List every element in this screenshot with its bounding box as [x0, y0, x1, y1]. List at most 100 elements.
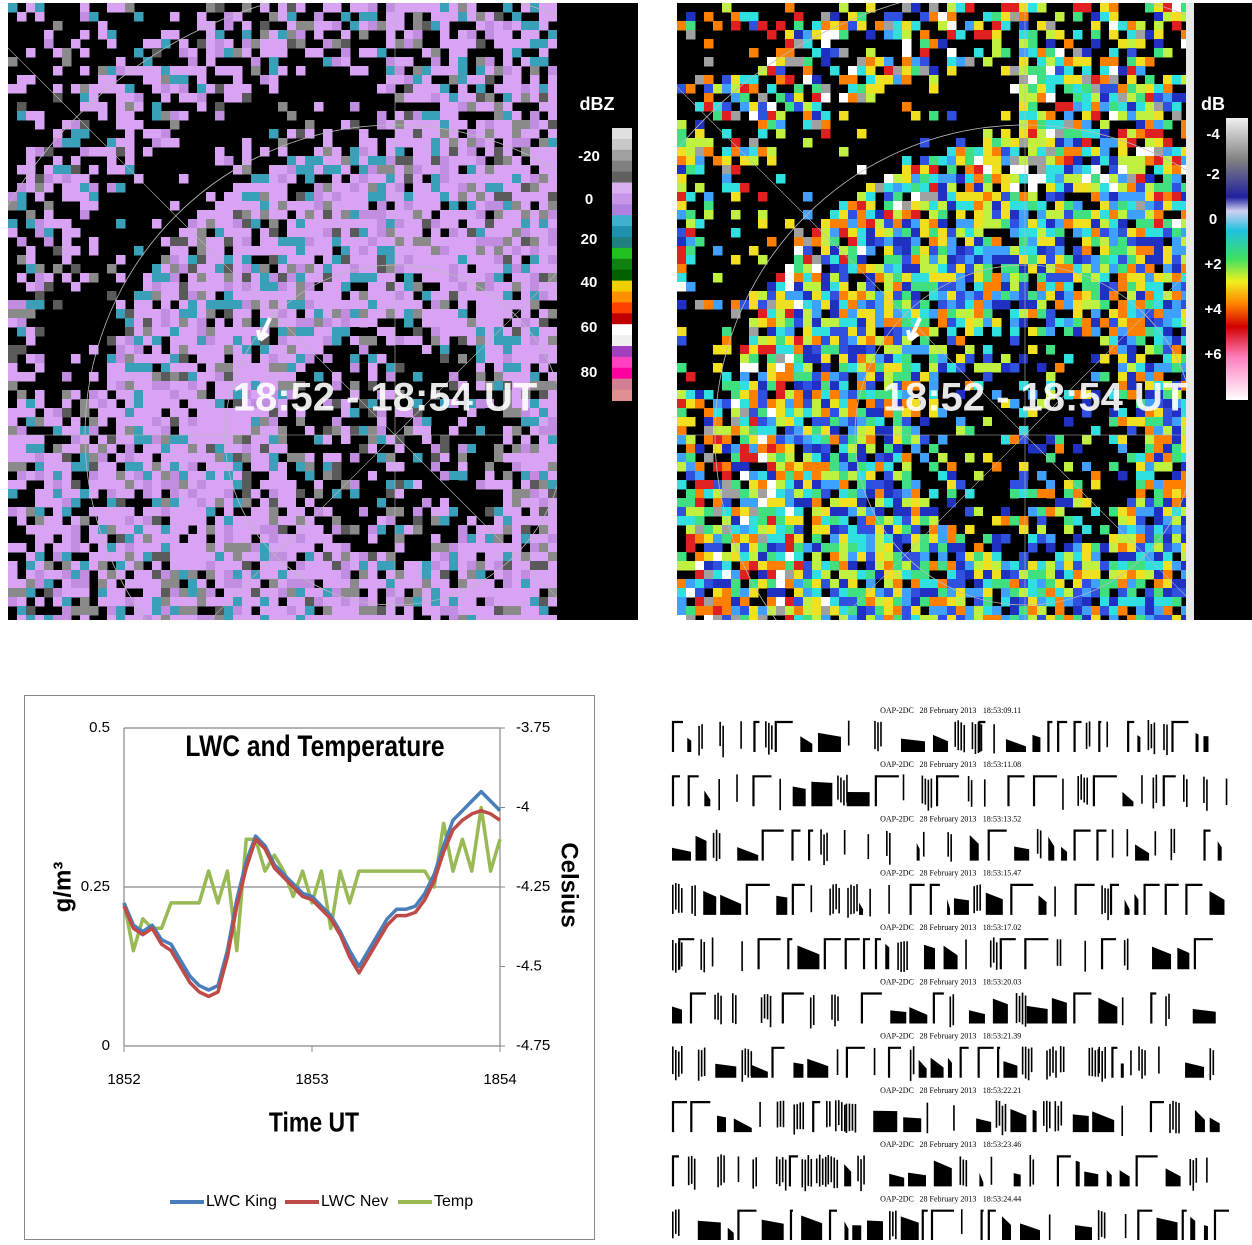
radar-cell [812, 399, 822, 409]
radar-cell [539, 156, 549, 166]
radar-cell [1127, 30, 1137, 40]
radar-cell [431, 57, 441, 67]
radar-cell [812, 471, 822, 481]
radar-cell [1055, 327, 1065, 337]
radar-cell [134, 246, 144, 256]
radar-cell [386, 75, 396, 85]
radar-cell [1163, 48, 1173, 58]
radar-cell [341, 579, 351, 589]
radar-cell [713, 507, 723, 517]
radar-cell [143, 507, 153, 517]
radar-cell [314, 219, 324, 229]
radar-cell [278, 264, 288, 274]
radar-cell [1019, 444, 1029, 454]
radar-cell [170, 201, 180, 211]
radar-cell [197, 354, 207, 364]
radar-cell [359, 147, 369, 157]
radar-cell [1127, 336, 1137, 346]
radar-cell [704, 300, 714, 310]
radar-cell [1037, 237, 1047, 247]
radar-cell [1127, 48, 1137, 58]
radar-cell [1109, 48, 1119, 58]
radar-cell [767, 480, 777, 490]
radar-cell [44, 525, 54, 535]
radar-cell [449, 426, 459, 436]
radar-cell [116, 84, 126, 94]
radar-cell [485, 480, 495, 490]
radar-cell [431, 300, 441, 310]
radar-cell [314, 300, 324, 310]
radar-cell [62, 408, 72, 418]
radar-cell [188, 282, 198, 292]
radar-cell [1136, 246, 1146, 256]
radar-cell [749, 498, 759, 508]
radar-cell [776, 462, 786, 472]
radar-cell [530, 255, 540, 265]
radar-cell [476, 273, 486, 283]
radar-cell [1001, 291, 1011, 301]
radar-cell [296, 39, 306, 49]
radar-cell [377, 120, 387, 130]
radar-cell [785, 345, 795, 355]
radar-cell [1055, 156, 1065, 166]
radar-cell [386, 480, 396, 490]
radar-cell [1109, 192, 1119, 202]
radar-cell [53, 462, 63, 472]
radar-cell [866, 381, 876, 391]
radar-cell [1037, 291, 1047, 301]
radar-cell [431, 237, 441, 247]
radar-cell [170, 120, 180, 130]
radar-cell [62, 390, 72, 400]
radar-cell [911, 480, 921, 490]
radar-cell [767, 336, 777, 346]
radar-cell [866, 399, 876, 409]
radar-cell [776, 309, 786, 319]
radar-cell [278, 345, 288, 355]
radar-cell [215, 489, 225, 499]
radar-cell [1172, 318, 1182, 328]
radar-cell [269, 597, 279, 607]
radar-cell [794, 282, 804, 292]
radar-cell [512, 507, 522, 517]
radar-cell [1082, 246, 1092, 256]
radar-cell [503, 327, 513, 337]
radar-cell [965, 156, 975, 166]
radar-cell [812, 453, 822, 463]
radar-cell [731, 417, 741, 427]
radar-cell [368, 264, 378, 274]
radar-cell [839, 345, 849, 355]
radar-cell [116, 354, 126, 364]
radar-cell [359, 309, 369, 319]
radar-cell [1010, 183, 1020, 193]
radar-cell [812, 498, 822, 508]
radar-cell [287, 543, 297, 553]
radar-cell [179, 363, 189, 373]
radar-cell [704, 84, 714, 94]
radar-cell [893, 75, 903, 85]
radar-cell [1118, 282, 1128, 292]
radar-cell [920, 453, 930, 463]
radar-cell [485, 264, 495, 274]
radar-cell [350, 588, 360, 598]
radar-cell [98, 417, 108, 427]
radar-cell [17, 318, 27, 328]
radar-cell [80, 273, 90, 283]
radar-cell [785, 435, 795, 445]
radar-cell [521, 588, 531, 598]
radar-cell [278, 570, 288, 580]
radar-cell [179, 228, 189, 238]
radar-cell [161, 579, 171, 589]
radar-cell [53, 588, 63, 598]
radar-cell [758, 435, 768, 445]
radar-cell [758, 21, 768, 31]
radar-cell [1127, 246, 1137, 256]
radar-cell [197, 435, 207, 445]
radar-cell [413, 300, 423, 310]
radar-cell [485, 228, 495, 238]
radar-cell [548, 84, 558, 94]
radar-cell [44, 588, 54, 598]
radar-cell [377, 165, 387, 175]
radar-cell [1118, 84, 1128, 94]
radar-cell [278, 201, 288, 211]
radar-cell [377, 561, 387, 571]
